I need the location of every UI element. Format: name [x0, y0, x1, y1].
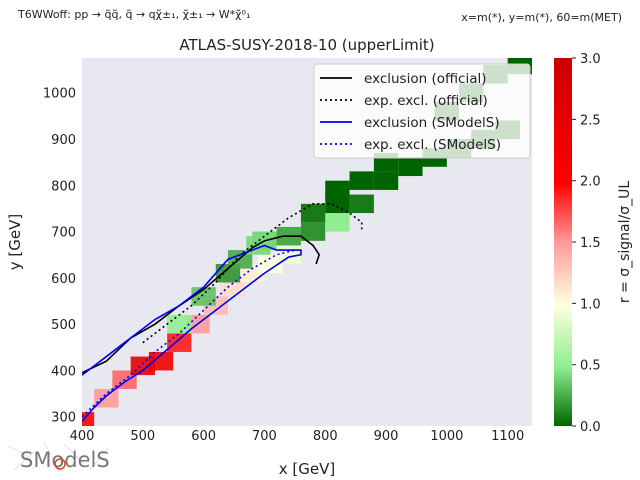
x-tick-label: 1100: [491, 429, 524, 444]
x-axis-label: x [GeV]: [279, 460, 335, 478]
y-tick-label: 500: [51, 318, 76, 333]
heatmap-cell: [300, 203, 326, 223]
heatmap-band-cell: [148, 351, 174, 371]
smodels-logo: SModelS: [7, 441, 110, 473]
x-tick-label: 600: [191, 429, 216, 444]
heatmap-cell: [325, 213, 350, 232]
y-axis-label: y [GeV]: [6, 214, 24, 270]
heatmap-cell: [349, 171, 374, 190]
curve-exp-excl-smodels: [82, 249, 296, 418]
heatmap-cell: [398, 157, 423, 177]
heatmap-band-cell: [94, 388, 119, 408]
process-label: T6WWoff: pp → q̃q̃, q̃ → qχ̃±₁, χ̃±₁ → W…: [18, 8, 251, 21]
colorbar-tick-label: 0.0: [580, 420, 601, 435]
curve-exp-excl-official: [142, 203, 363, 344]
heatmap-cell: [300, 222, 326, 241]
colorbar-label: r = σ_signal/σ_UL: [617, 181, 633, 304]
heatmap-cell: [349, 194, 374, 214]
heatmap-band-cell: [82, 412, 95, 426]
colorbar-tick-label: 2.0: [580, 175, 601, 190]
colorbar-tick-label: 3.0: [580, 52, 601, 67]
curve-exclusion-smodels: [82, 244, 302, 422]
y-tick-label: 400: [51, 364, 76, 379]
heatmap-band-cell: [167, 314, 192, 334]
legend-label: exclusion (official): [364, 71, 486, 87]
logo-text: SModelS: [20, 448, 110, 472]
legend-box: [313, 63, 531, 159]
y-tick-label: 700: [51, 226, 76, 241]
heatmap-cell: [373, 171, 399, 190]
colorbar-tick-label: 0.5: [580, 359, 601, 374]
colorbar-tick-label: 1.0: [580, 297, 601, 312]
x-tick-label: 500: [130, 429, 155, 444]
y-tick-label: 600: [51, 272, 76, 287]
heatmap-band-cell: [258, 254, 283, 274]
y-tick-label: 800: [51, 179, 76, 194]
legend-label: exp. excl. (SModelS): [364, 137, 501, 153]
heatmap-cell: [325, 180, 350, 200]
x-tick-label: 800: [313, 429, 338, 444]
x-tick-label: 700: [252, 429, 277, 444]
colorbar-tick-label: 2.5: [580, 113, 601, 128]
x-tick-label: 900: [374, 429, 399, 444]
colorbar: [554, 58, 572, 426]
mass-info-label: x=m(*), y=m(*), 60=m(MET): [461, 11, 622, 24]
y-tick-label: 900: [51, 133, 76, 148]
x-tick-label: 1000: [430, 429, 463, 444]
y-tick-label: 1000: [43, 87, 76, 102]
legend-label: exp. excl. (official): [364, 93, 488, 109]
chart-title: ATLAS-SUSY-2018-10 (upperLimit): [179, 36, 434, 54]
y-tick-label: 300: [51, 411, 76, 426]
heatmap-band-cell: [167, 333, 192, 352]
legend-label: exclusion (SModelS): [364, 115, 500, 131]
colorbar-tick-label: 1.5: [580, 236, 601, 251]
x-tick-label: 400: [70, 429, 95, 444]
